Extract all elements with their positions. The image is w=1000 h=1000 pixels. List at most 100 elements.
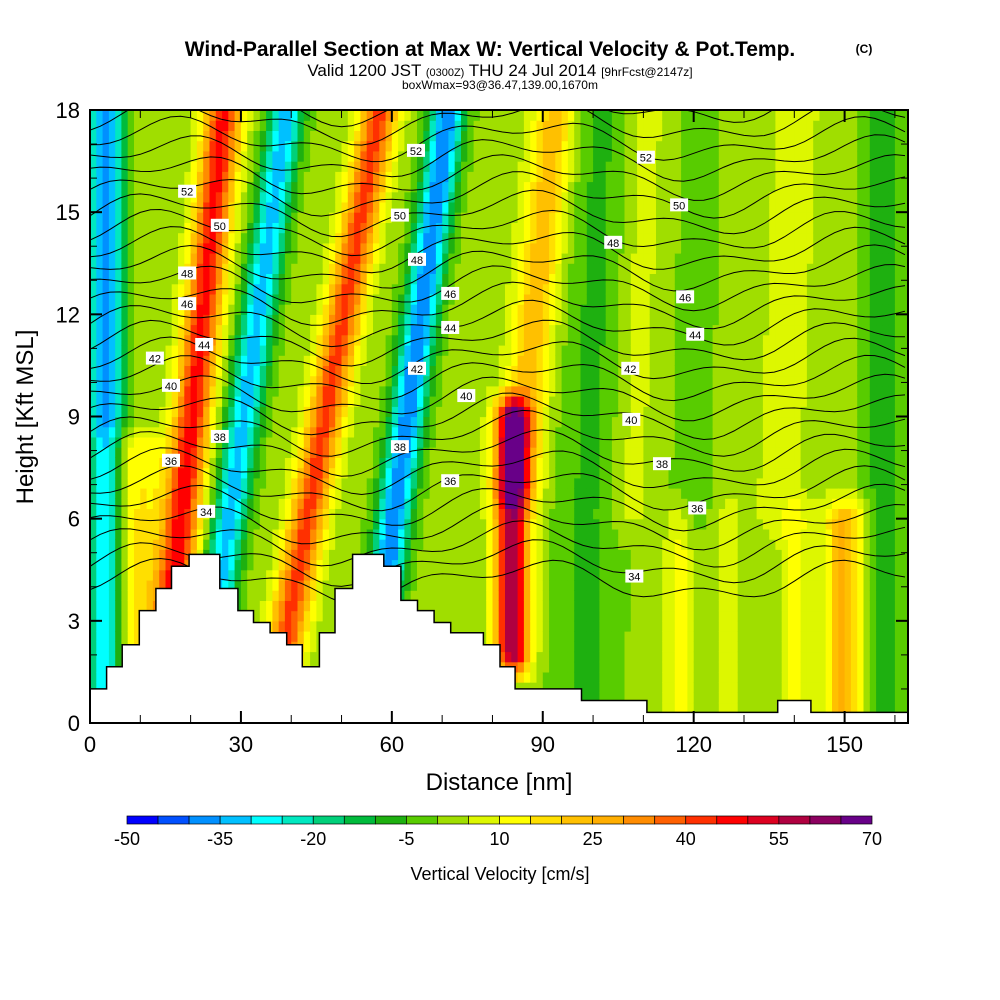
w-cell <box>360 242 368 254</box>
w-cell <box>517 110 525 121</box>
w-cell <box>115 201 123 213</box>
w-cell <box>605 651 613 663</box>
w-cell <box>322 324 330 336</box>
w-cell <box>165 181 173 193</box>
w-cell <box>561 222 569 234</box>
w-cell <box>329 293 336 305</box>
w-cell <box>549 273 556 285</box>
w-cell <box>391 324 399 336</box>
w-cell <box>215 365 223 377</box>
w-cell <box>599 334 607 346</box>
w-cell <box>291 161 299 172</box>
w-cell <box>486 140 494 152</box>
w-cell <box>222 355 229 366</box>
w-cell <box>492 406 500 418</box>
w-cell <box>341 283 349 295</box>
w-cell <box>178 365 185 377</box>
w-cell <box>530 375 538 387</box>
w-cell <box>322 416 330 428</box>
w-cell <box>511 508 519 520</box>
w-cell <box>203 130 211 142</box>
w-cell <box>385 263 393 274</box>
w-cell <box>259 345 267 356</box>
w-cell <box>228 263 236 274</box>
w-cell <box>567 406 575 418</box>
w-cell <box>215 488 223 499</box>
w-cell <box>555 355 563 366</box>
w-cell <box>178 518 185 530</box>
w-cell <box>417 273 424 285</box>
w-cell <box>146 150 154 162</box>
w-cell <box>165 447 173 458</box>
w-cell <box>454 171 462 183</box>
w-cell <box>379 273 387 285</box>
w-cell <box>542 457 550 469</box>
w-cell <box>479 610 487 622</box>
w-cell <box>479 600 487 612</box>
w-cell <box>90 559 97 571</box>
w-cell <box>555 212 563 223</box>
w-cell <box>574 447 582 458</box>
w-cell <box>442 110 450 121</box>
w-cell <box>555 345 563 356</box>
w-cell <box>108 304 116 315</box>
w-cell <box>605 661 613 673</box>
w-cell <box>517 610 525 622</box>
w-cell <box>247 436 255 448</box>
w-cell <box>228 488 236 499</box>
w-cell <box>341 436 349 448</box>
w-cell <box>574 620 582 632</box>
w-cell <box>517 406 525 418</box>
w-cell <box>335 355 343 366</box>
w-cell <box>284 620 292 632</box>
w-cell <box>435 610 443 622</box>
w-cell <box>467 406 475 418</box>
w-cell <box>335 150 343 162</box>
w-cell <box>140 314 148 326</box>
w-cell <box>303 467 311 479</box>
w-cell <box>240 242 248 254</box>
w-cell <box>266 610 273 622</box>
w-cell <box>171 396 179 407</box>
w-cell <box>284 263 292 274</box>
w-cell <box>102 273 110 285</box>
w-cell <box>511 171 519 183</box>
w-cell <box>284 171 292 183</box>
w-cell <box>253 488 261 499</box>
w-cell <box>240 222 248 234</box>
w-cell <box>127 447 135 458</box>
w-cell <box>329 253 336 264</box>
w-cell <box>454 508 462 520</box>
w-cell <box>385 150 393 162</box>
w-cell <box>322 110 330 121</box>
w-cell <box>247 600 255 612</box>
w-cell <box>479 508 487 520</box>
w-cell <box>555 508 563 520</box>
w-cell <box>171 467 179 479</box>
w-cell <box>498 610 506 622</box>
w-cell <box>259 263 267 274</box>
w-cell <box>530 253 538 264</box>
w-cell <box>284 345 292 356</box>
w-cell <box>454 120 462 131</box>
w-cell <box>297 457 305 469</box>
w-cell <box>115 426 123 438</box>
w-cell <box>404 242 412 254</box>
w-cell <box>429 436 437 448</box>
w-cell <box>146 334 154 346</box>
w-cell <box>567 181 575 193</box>
w-cell <box>266 559 273 571</box>
w-cell <box>523 641 531 653</box>
w-cell <box>278 467 286 479</box>
w-cell <box>423 508 431 520</box>
w-cell <box>96 498 104 509</box>
w-cell <box>240 457 248 469</box>
w-cell <box>310 304 317 315</box>
w-cell <box>171 365 179 377</box>
w-cell <box>134 600 141 612</box>
w-cell <box>215 314 223 326</box>
w-cell <box>272 110 280 121</box>
w-cell <box>498 396 506 407</box>
w-cell <box>102 304 110 315</box>
w-cell <box>505 161 512 172</box>
